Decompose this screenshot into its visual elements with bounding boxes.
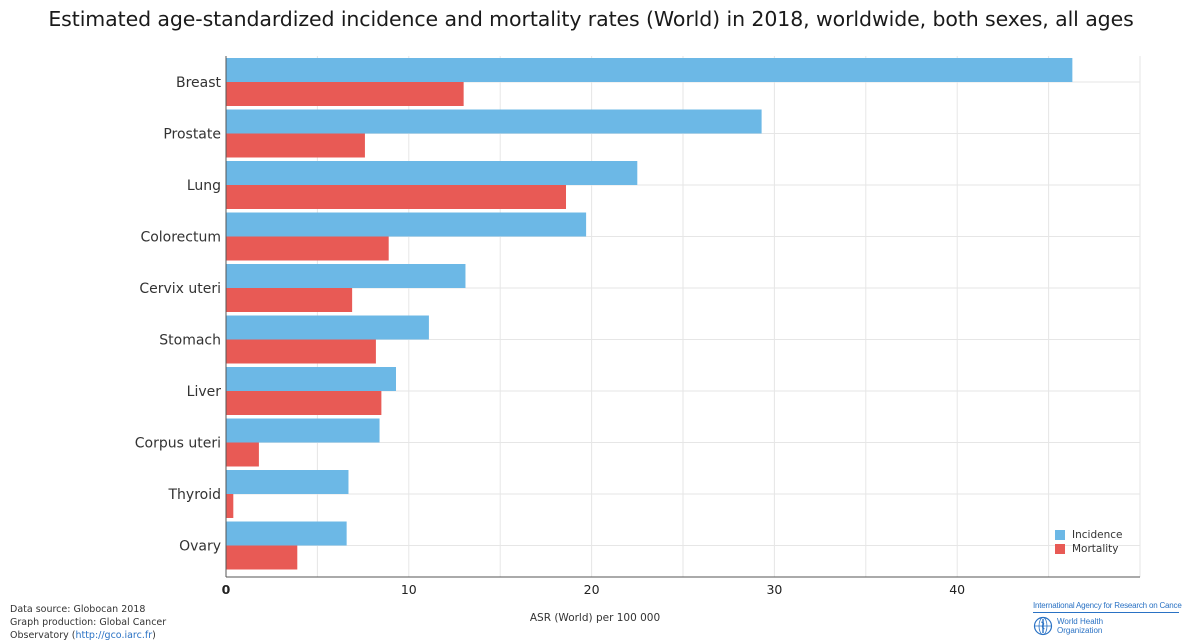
category-label: Colorectum — [140, 230, 221, 246]
bar-mortality-prostate — [226, 133, 365, 158]
bar-incidence-cervix-uteri — [226, 264, 466, 288]
category-label: Cervix uteri — [139, 281, 221, 297]
category-label: Liver — [187, 384, 222, 400]
bar-mortality-lung — [226, 185, 567, 209]
production-line: Graph production: Global Cancer — [10, 617, 167, 628]
legend-swatch-incidence — [1055, 529, 1065, 540]
bar-mortality-colorectum — [226, 236, 389, 261]
iarc-logo-text: International Agency for Research on Can… — [1033, 601, 1182, 613]
category-label: Prostate — [163, 127, 221, 143]
category-label: Corpus uteri — [135, 436, 221, 452]
bar-mortality-cervix-uteri — [226, 288, 353, 312]
bar-incidence-corpus-uteri — [226, 418, 380, 443]
bar-mortality-ovary — [226, 545, 298, 570]
bar-mortality-liver — [226, 391, 382, 415]
x-tick-label: 20 — [584, 582, 600, 597]
bar-mortality-thyroid — [226, 494, 234, 518]
who-emblem-icon — [1033, 616, 1053, 636]
source-line: Data source: Globocan 2018 — [10, 604, 146, 615]
bar-incidence-ovary — [226, 521, 347, 546]
bar-incidence-breast — [226, 58, 1073, 82]
x-tick-label: 10 — [401, 582, 417, 597]
category-label: Stomach — [159, 333, 221, 349]
observatory-line: Observatory (http://gco.iarc.fr) — [10, 629, 166, 642]
bar-incidence-lung — [226, 161, 638, 185]
bar-incidence-thyroid — [226, 470, 349, 494]
observatory-suffix: ) — [152, 630, 156, 641]
legend-item-incidence: Incidence — [1055, 528, 1122, 541]
chart-title: Estimated age-standardized incidence and… — [48, 7, 1134, 31]
bar-incidence-liver — [226, 367, 397, 391]
category-label: Thyroid — [168, 487, 222, 503]
legend-label-mortality: Mortality — [1072, 542, 1119, 555]
legend-item-mortality: Mortality — [1055, 542, 1122, 555]
iarc-who-logo: International Agency for Research on Can… — [1033, 601, 1182, 636]
category-label: Breast — [176, 75, 222, 91]
bar-mortality-stomach — [226, 339, 376, 364]
bar-incidence-colorectum — [226, 212, 587, 237]
data-source-note: Data source: Globocan 2018 Graph product… — [10, 603, 166, 642]
gco-link[interactable]: http://gco.iarc.fr — [75, 630, 153, 641]
bar-incidence-stomach — [226, 315, 429, 340]
legend: Incidence Mortality — [1055, 528, 1122, 556]
x-tick-label: 0 — [222, 582, 231, 597]
observatory-prefix: Observatory ( — [10, 630, 76, 641]
x-tick-label: 30 — [766, 582, 782, 597]
bar-mortality-corpus-uteri — [226, 442, 259, 467]
bar-incidence-prostate — [226, 109, 762, 134]
legend-label-incidence: Incidence — [1072, 528, 1123, 541]
legend-swatch-mortality — [1055, 543, 1065, 554]
who-line-1: World Health — [1057, 617, 1104, 626]
who-logo-text: World Health Organization — [1057, 617, 1103, 635]
category-label: Lung — [187, 178, 221, 194]
who-line-2: Organization — [1057, 626, 1103, 635]
x-axis-label: ASR (World) per 100 000 — [529, 612, 661, 624]
bar-mortality-breast — [226, 82, 464, 106]
x-tick-label: 40 — [949, 582, 965, 597]
category-label: Ovary — [179, 539, 221, 555]
